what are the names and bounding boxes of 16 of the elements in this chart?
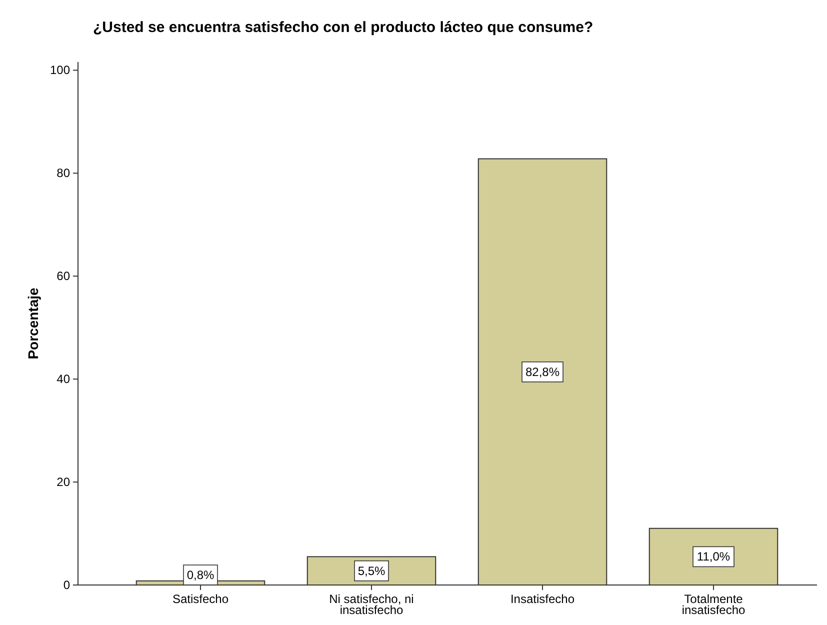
data-label: 11,0% bbox=[696, 550, 730, 564]
y-tick-label: 100 bbox=[50, 63, 70, 78]
x-tick-label: Insatisfecho bbox=[510, 592, 575, 606]
x-tick-label: Ni satisfecho, ni insatisfecho bbox=[329, 592, 414, 617]
data-label: 82,8% bbox=[525, 364, 560, 379]
y-tick-label: 20 bbox=[56, 475, 70, 490]
y-tick-label: 40 bbox=[56, 372, 70, 386]
y-tick-label: 80 bbox=[56, 166, 70, 180]
chart-title: ¿Usted se encuentra satisfecho con el producto lácteo que consume? bbox=[93, 19, 594, 36]
y-axis-title: Porcentaje bbox=[25, 287, 41, 360]
data-label: 5,5% bbox=[358, 564, 386, 578]
x-tick-label: Totalmente insatisfecho bbox=[682, 592, 746, 617]
x-tick-label: Satisfecho bbox=[172, 592, 229, 606]
data-label: 0,8% bbox=[186, 568, 214, 582]
y-tick-label: 60 bbox=[56, 269, 70, 284]
y-tick-label: 0 bbox=[63, 578, 70, 592]
